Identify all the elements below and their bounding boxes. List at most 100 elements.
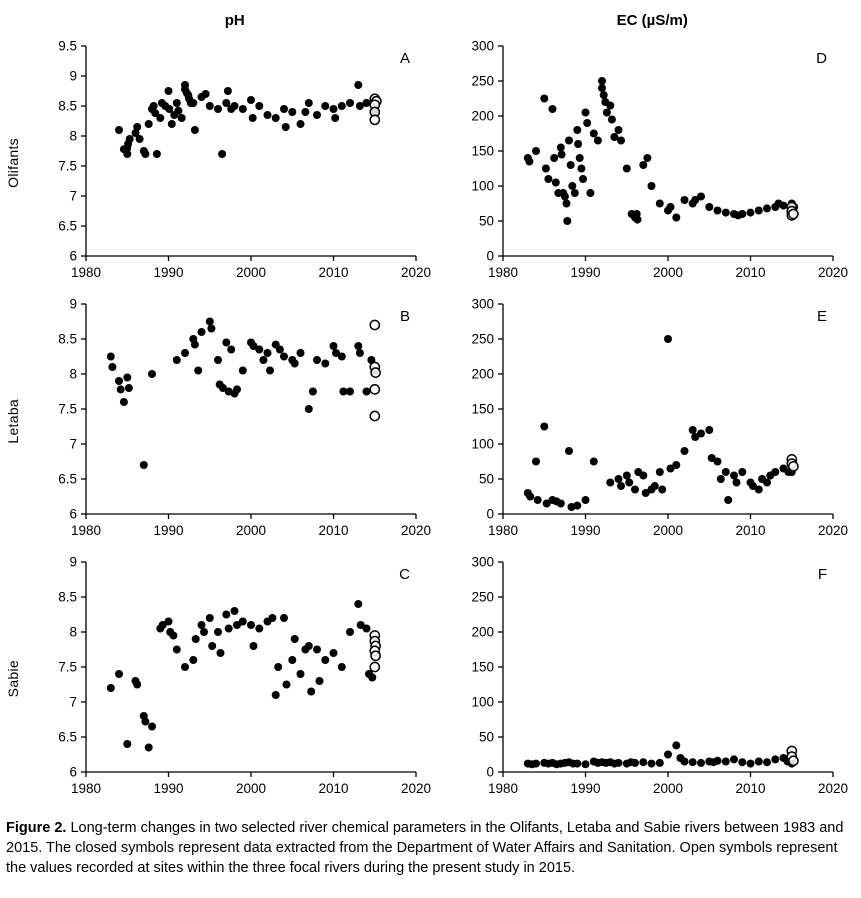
svg-text:2010: 2010 bbox=[736, 523, 766, 538]
svg-text:1980: 1980 bbox=[71, 781, 101, 796]
svg-text:6: 6 bbox=[69, 765, 77, 780]
chart-panel-f: 1980 1990 2000 2010 2020 0 50 100 150 200 250 300 F bbox=[444, 550, 861, 808]
svg-text:7: 7 bbox=[69, 437, 77, 452]
svg-text:2020: 2020 bbox=[401, 265, 431, 280]
svg-text:150: 150 bbox=[472, 660, 495, 675]
svg-text:150: 150 bbox=[472, 144, 495, 159]
column-header-ph: pH bbox=[224, 12, 245, 29]
svg-text:1990: 1990 bbox=[571, 523, 601, 538]
scatter-plot-sabie-ec: 1980 1990 2000 2010 2020 0 50 100 150 200 250 300 F bbox=[472, 555, 849, 797]
chart-panel-e: 1980 1990 2000 2010 2020 0 50 100 150 200 250 300 E bbox=[444, 292, 861, 550]
svg-text:50: 50 bbox=[479, 730, 494, 745]
svg-text:2020: 2020 bbox=[401, 523, 431, 538]
svg-text:8: 8 bbox=[69, 367, 77, 382]
svg-text:2010: 2010 bbox=[736, 265, 766, 280]
svg-text:E: E bbox=[817, 308, 827, 325]
column-header-ec: EC (µS/m) bbox=[616, 12, 688, 29]
row-label-letaba: Letaba bbox=[5, 398, 21, 444]
svg-text:8.5: 8.5 bbox=[58, 99, 77, 114]
svg-text:8.5: 8.5 bbox=[58, 332, 77, 347]
svg-text:9: 9 bbox=[69, 555, 77, 570]
svg-text:2020: 2020 bbox=[818, 781, 848, 796]
svg-text:100: 100 bbox=[472, 437, 495, 452]
svg-text:1990: 1990 bbox=[571, 781, 601, 796]
svg-text:1990: 1990 bbox=[153, 265, 183, 280]
svg-text:2020: 2020 bbox=[818, 523, 848, 538]
svg-text:0: 0 bbox=[487, 765, 495, 780]
svg-text:250: 250 bbox=[472, 590, 495, 605]
svg-text:2010: 2010 bbox=[318, 523, 348, 538]
svg-text:7: 7 bbox=[69, 189, 77, 204]
svg-text:7.5: 7.5 bbox=[58, 159, 77, 174]
svg-text:50: 50 bbox=[479, 214, 494, 229]
svg-text:8: 8 bbox=[69, 129, 77, 144]
svg-text:2000: 2000 bbox=[653, 265, 683, 280]
svg-text:2010: 2010 bbox=[736, 781, 766, 796]
svg-text:2000: 2000 bbox=[236, 781, 266, 796]
svg-text:2000: 2000 bbox=[653, 781, 683, 796]
svg-text:2000: 2000 bbox=[236, 265, 266, 280]
svg-text:50: 50 bbox=[479, 472, 494, 487]
svg-text:300: 300 bbox=[472, 39, 495, 54]
svg-text:9: 9 bbox=[69, 69, 77, 84]
svg-text:1980: 1980 bbox=[488, 523, 518, 538]
svg-text:1980: 1980 bbox=[71, 265, 101, 280]
svg-text:0: 0 bbox=[487, 507, 495, 522]
svg-text:2000: 2000 bbox=[236, 523, 266, 538]
svg-text:1990: 1990 bbox=[153, 781, 183, 796]
scatter-plot-letaba-ec: 1980 1990 2000 2010 2020 0 50 100 150 200 250 300 E bbox=[472, 297, 849, 539]
svg-text:200: 200 bbox=[472, 367, 495, 382]
svg-text:250: 250 bbox=[472, 74, 495, 89]
svg-text:8: 8 bbox=[69, 625, 77, 640]
svg-text:1990: 1990 bbox=[153, 523, 183, 538]
svg-text:6.5: 6.5 bbox=[58, 472, 77, 487]
svg-text:200: 200 bbox=[472, 625, 495, 640]
row-label-sabie: Sabie bbox=[5, 660, 21, 698]
svg-text:A: A bbox=[400, 50, 410, 67]
svg-text:8.5: 8.5 bbox=[58, 590, 77, 605]
charts-grid: pH EC (µS/m) Olifants 1980 1990 2000 2010 20… bbox=[0, 4, 861, 808]
scatter-plot-olifants-ec: 1980 1990 2000 2010 2020 0 50 100 150 200 250 300 D bbox=[472, 39, 849, 281]
row-label-olifants: Olifants bbox=[5, 138, 21, 188]
svg-text:1980: 1980 bbox=[488, 265, 518, 280]
svg-text:2010: 2010 bbox=[318, 265, 348, 280]
svg-text:D: D bbox=[816, 50, 827, 67]
svg-text:2000: 2000 bbox=[653, 523, 683, 538]
scatter-plot-olifants-ph: 1980 1990 2000 2010 2020 6 6.5 7 7.5 8 8.5 9 9.5 A bbox=[58, 39, 431, 281]
svg-text:7: 7 bbox=[69, 695, 77, 710]
svg-text:2010: 2010 bbox=[318, 781, 348, 796]
figure-caption-text: Long-term changes in two selected river … bbox=[6, 820, 844, 876]
chart-panel-d: 1980 1990 2000 2010 2020 0 50 100 150 200 250 300 D bbox=[444, 34, 861, 292]
svg-text:1980: 1980 bbox=[488, 781, 518, 796]
svg-text:7.5: 7.5 bbox=[58, 660, 77, 675]
figure-caption: Figure 2. Long-term changes in two selec… bbox=[0, 808, 861, 878]
svg-text:6: 6 bbox=[69, 249, 77, 264]
svg-text:1990: 1990 bbox=[571, 265, 601, 280]
svg-text:2020: 2020 bbox=[401, 781, 431, 796]
chart-panel-a: 1980 1990 2000 2010 2020 6 6.5 7 7.5 8 8.5 9 9.5 A bbox=[26, 34, 444, 292]
svg-text:300: 300 bbox=[472, 297, 495, 312]
svg-text:9: 9 bbox=[69, 297, 77, 312]
svg-text:2020: 2020 bbox=[818, 265, 848, 280]
svg-text:B: B bbox=[400, 308, 410, 325]
svg-text:100: 100 bbox=[472, 695, 495, 710]
grid-corner bbox=[0, 4, 26, 34]
svg-text:0: 0 bbox=[487, 249, 495, 264]
scatter-plot-letaba-ph: 1980 1990 2000 2010 2020 6 6.5 7 7.5 8 8.5 9 B bbox=[58, 297, 431, 539]
svg-text:250: 250 bbox=[472, 332, 495, 347]
svg-text:150: 150 bbox=[472, 402, 495, 417]
svg-text:6: 6 bbox=[69, 507, 77, 522]
figure-caption-label: Figure 2. bbox=[6, 820, 67, 836]
svg-text:9.5: 9.5 bbox=[58, 39, 77, 54]
svg-text:300: 300 bbox=[472, 555, 495, 570]
figure-2: pH EC (µS/m) Olifants 1980 1990 2000 2010 20… bbox=[0, 4, 861, 878]
svg-text:7.5: 7.5 bbox=[58, 402, 77, 417]
chart-panel-b: 1980 1990 2000 2010 2020 6 6.5 7 7.5 8 8.5 9 B bbox=[26, 292, 444, 550]
svg-text:6.5: 6.5 bbox=[58, 219, 77, 234]
chart-panel-c: 1980 1990 2000 2010 2020 6 6.5 7 7.5 8 8.5 9 C bbox=[26, 550, 444, 808]
svg-text:C: C bbox=[399, 566, 410, 583]
svg-text:100: 100 bbox=[472, 179, 495, 194]
svg-text:1980: 1980 bbox=[71, 523, 101, 538]
svg-text:6.5: 6.5 bbox=[58, 730, 77, 745]
scatter-plot-sabie-ph: 1980 1990 2000 2010 2020 6 6.5 7 7.5 8 8.5 9 C bbox=[58, 555, 431, 797]
